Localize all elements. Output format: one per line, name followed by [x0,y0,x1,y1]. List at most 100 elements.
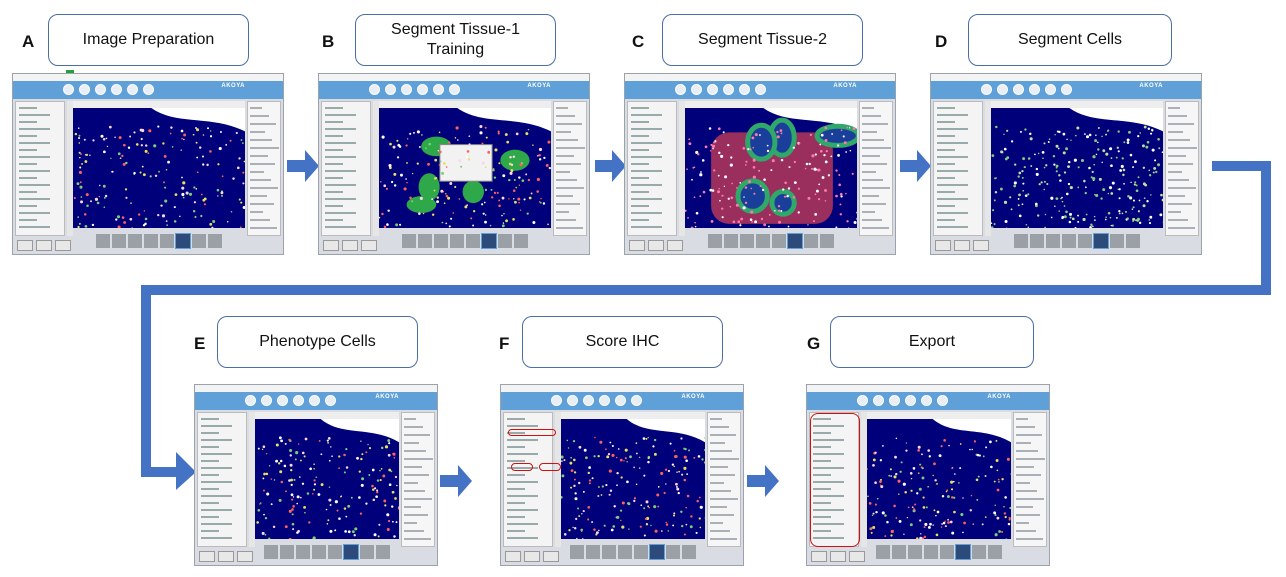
thumbnail[interactable] [450,234,464,248]
ribbon-step-icon[interactable] [675,84,686,95]
ribbon-step-icon[interactable] [385,84,396,95]
ribbon-step-icon[interactable] [905,395,916,406]
thumbnail[interactable] [787,233,803,249]
thumbnail[interactable] [1110,234,1124,248]
panel-button[interactable] [55,240,71,251]
panel-button[interactable] [505,551,521,562]
panel-button[interactable] [323,240,339,251]
panel-button[interactable] [543,551,559,562]
ribbon-step-icon[interactable] [723,84,734,95]
thumbnail[interactable] [466,234,480,248]
ribbon-step-icon[interactable] [599,395,610,406]
thumbnail[interactable] [820,234,834,248]
ribbon-step-icon[interactable] [873,395,884,406]
ribbon-step-icon[interactable] [1013,84,1024,95]
thumbnail[interactable] [434,234,448,248]
thumbnail[interactable] [208,234,222,248]
ribbon-step-icon[interactable] [417,84,428,95]
ribbon-step-icon[interactable] [79,84,90,95]
thumbnail[interactable] [924,545,938,559]
ribbon-step-icon[interactable] [433,84,444,95]
thumbnail[interactable] [772,234,786,248]
ribbon-step-icon[interactable] [1061,84,1072,95]
ribbon-step-icon[interactable] [981,84,992,95]
panel-button[interactable] [830,551,846,562]
ribbon-step-icon[interactable] [63,84,74,95]
ribbon-step-icon[interactable] [369,84,380,95]
thumbnail[interactable] [908,545,922,559]
thumbnail[interactable] [602,545,616,559]
ribbon-step-icon[interactable] [309,395,320,406]
ribbon-step-icon[interactable] [889,395,900,406]
thumbnail[interactable] [418,234,432,248]
thumbnail[interactable] [892,545,906,559]
ribbon-step-icon[interactable] [937,395,948,406]
thumbnail[interactable] [804,234,818,248]
thumbnail[interactable] [570,545,584,559]
thumbnail[interactable] [756,234,770,248]
thumbnail[interactable] [940,545,954,559]
thumbnail[interactable] [988,545,1002,559]
panel-button[interactable] [342,240,358,251]
ribbon-step-icon[interactable] [631,395,642,406]
thumbnail[interactable] [1126,234,1140,248]
panel-button[interactable] [524,551,540,562]
ribbon-step-icon[interactable] [857,395,868,406]
thumbnail[interactable] [586,545,600,559]
panel-button[interactable] [811,551,827,562]
thumbnail[interactable] [192,234,206,248]
panel-button[interactable] [973,240,989,251]
thumbnail[interactable] [144,234,158,248]
thumbnail[interactable] [972,545,986,559]
ribbon-step-icon[interactable] [1045,84,1056,95]
thumbnail[interactable] [1093,233,1109,249]
panel-button[interactable] [237,551,253,562]
ribbon-step-icon[interactable] [707,84,718,95]
panel-button[interactable] [199,551,215,562]
thumbnail[interactable] [312,545,326,559]
thumbnail[interactable] [649,544,665,560]
ribbon-step-icon[interactable] [755,84,766,95]
thumbnail[interactable] [376,545,390,559]
thumbnail[interactable] [876,545,890,559]
thumbnail[interactable] [1078,234,1092,248]
panel-button[interactable] [648,240,664,251]
ribbon-step-icon[interactable] [95,84,106,95]
thumbnail[interactable] [343,544,359,560]
ribbon-step-icon[interactable] [1029,84,1040,95]
thumbnail[interactable] [708,234,722,248]
thumbnail[interactable] [128,234,142,248]
thumbnail[interactable] [402,234,416,248]
ribbon-step-icon[interactable] [277,395,288,406]
ribbon-step-icon[interactable] [567,395,578,406]
ribbon-step-icon[interactable] [449,84,460,95]
ribbon-step-icon[interactable] [551,395,562,406]
thumbnail[interactable] [634,545,648,559]
panel-button[interactable] [667,240,683,251]
thumbnail[interactable] [360,545,374,559]
thumbnail[interactable] [175,233,191,249]
thumbnail[interactable] [498,234,512,248]
thumbnail[interactable] [514,234,528,248]
panel-button[interactable] [629,240,645,251]
panel-button[interactable] [849,551,865,562]
panel-button[interactable] [17,240,33,251]
thumbnail[interactable] [1030,234,1044,248]
thumbnail[interactable] [618,545,632,559]
ribbon-step-icon[interactable] [739,84,750,95]
ribbon-step-icon[interactable] [127,84,138,95]
ribbon-step-icon[interactable] [615,395,626,406]
ribbon-step-icon[interactable] [997,84,1008,95]
panel-button[interactable] [954,240,970,251]
thumbnail[interactable] [724,234,738,248]
ribbon-step-icon[interactable] [245,395,256,406]
thumbnail[interactable] [96,234,110,248]
thumbnail[interactable] [1046,234,1060,248]
thumbnail[interactable] [264,545,278,559]
thumbnail[interactable] [682,545,696,559]
ribbon-step-icon[interactable] [583,395,594,406]
thumbnail[interactable] [296,545,310,559]
thumbnail[interactable] [328,545,342,559]
thumbnail[interactable] [280,545,294,559]
panel-button[interactable] [218,551,234,562]
